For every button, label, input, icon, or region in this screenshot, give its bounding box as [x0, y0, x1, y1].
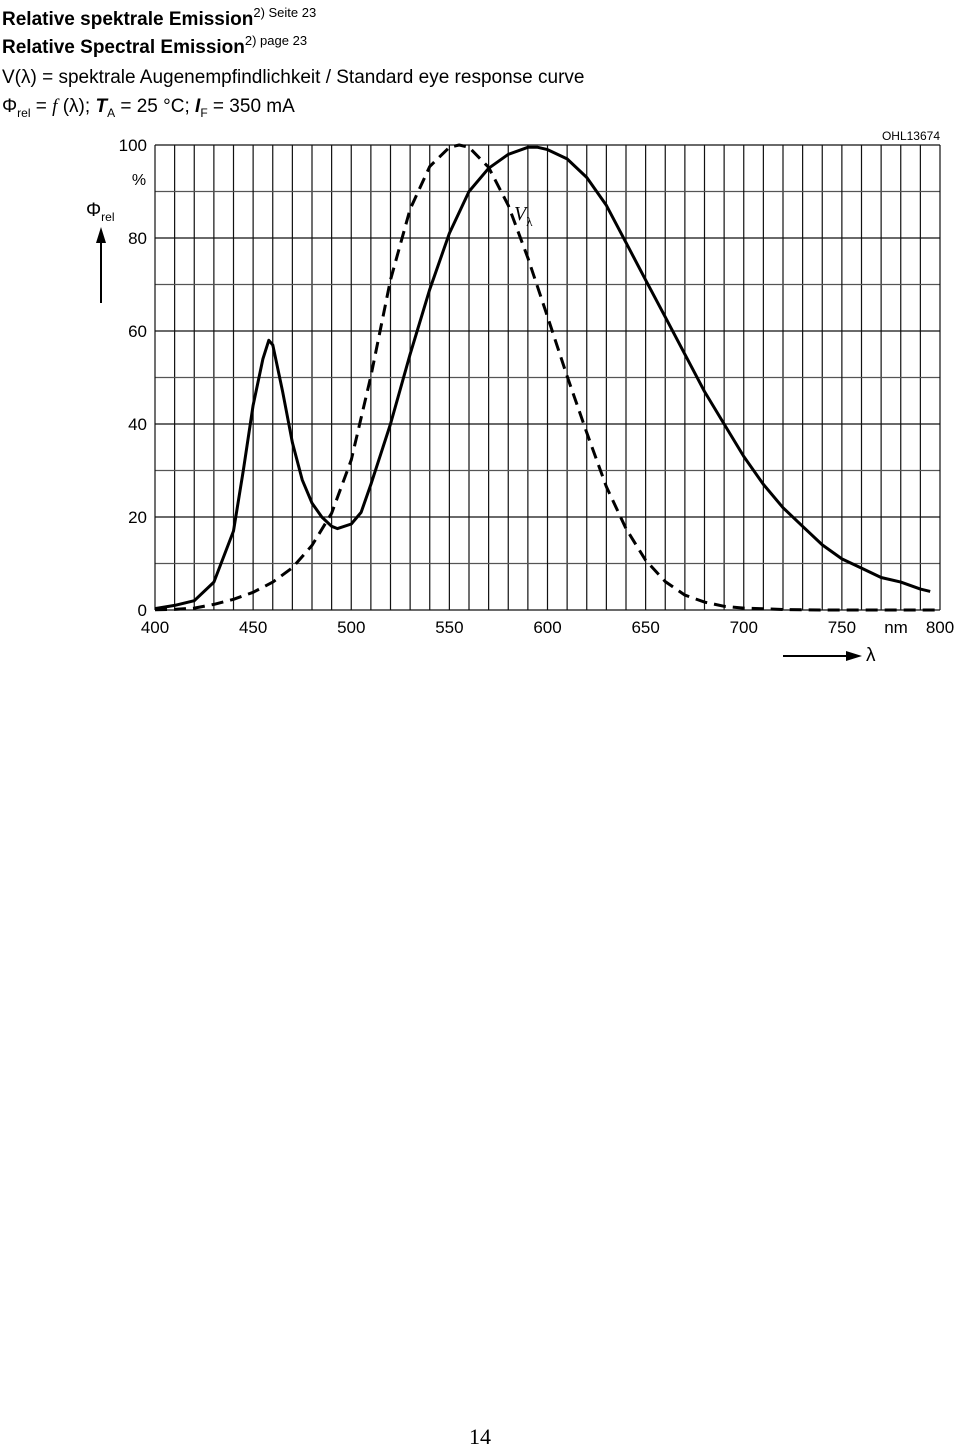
series-line: [154, 143, 940, 612]
cond: =: [31, 96, 53, 117]
x-tick-label: 500: [337, 618, 365, 637]
cond: Φ: [2, 96, 17, 117]
cond: = 25 °C;: [115, 96, 195, 117]
y-tick-label: 0: [138, 601, 147, 620]
title: Relative spektrale Emission: [2, 9, 253, 30]
y-tick-label: 100: [119, 136, 147, 155]
cond: = 350 mA: [208, 96, 295, 117]
title-line: Relative spektrale Emission2) Seite 23: [2, 5, 316, 30]
x-tick-label: 400: [141, 618, 169, 637]
subtitle: Relative Spectral Emission: [2, 37, 245, 58]
cond: I: [195, 96, 201, 117]
subtitle-line: Relative Spectral Emission2) page 23: [2, 33, 307, 58]
x-tick-label: 800: [926, 618, 954, 637]
cond: (λ);: [57, 96, 95, 117]
cond-sub: F: [200, 106, 207, 120]
y-label-main: Φ: [86, 200, 101, 221]
annotation-sub: λ: [526, 214, 533, 229]
cond-sub: A: [107, 106, 115, 120]
y-arrow-head: [96, 227, 106, 243]
x-label: λ: [866, 645, 876, 666]
annotation: Vλ: [514, 203, 533, 229]
subtitle-note: 2) page 23: [245, 33, 307, 48]
y-tick-label: 60: [128, 322, 147, 341]
series-line: [154, 145, 931, 611]
figure-id: OHL13674: [882, 129, 940, 143]
x-tick-label: 750: [828, 618, 856, 637]
x-tick-label: 550: [435, 618, 463, 637]
page-number: 14: [469, 1424, 491, 1448]
annotation-main: V: [514, 203, 529, 225]
y-tick-label: 20: [128, 508, 147, 527]
y-tick-label: 80: [128, 229, 147, 248]
cond-sub: rel: [17, 106, 30, 120]
x-arrow-head: [846, 651, 862, 661]
condition: Φrel = f (λ); TA = 25 °C; IF = 350 mA: [2, 96, 295, 120]
y-tick-label: 40: [128, 415, 147, 434]
cond: f: [52, 96, 60, 117]
description: V(λ) = spektrale Augenempfindlichkeit / …: [2, 67, 584, 88]
x-tick-label: 650: [631, 618, 659, 637]
cond: T: [95, 96, 108, 117]
x-tick-label: 700: [730, 618, 758, 637]
y-unit: %: [132, 172, 146, 189]
y-label-sub: rel: [101, 210, 114, 224]
x-unit: nm: [884, 618, 908, 637]
x-tick-label: 600: [533, 618, 561, 637]
y-label: Φrel: [86, 200, 115, 224]
title-note: 2) Seite 23: [253, 5, 316, 20]
x-tick-label: 450: [239, 618, 267, 637]
